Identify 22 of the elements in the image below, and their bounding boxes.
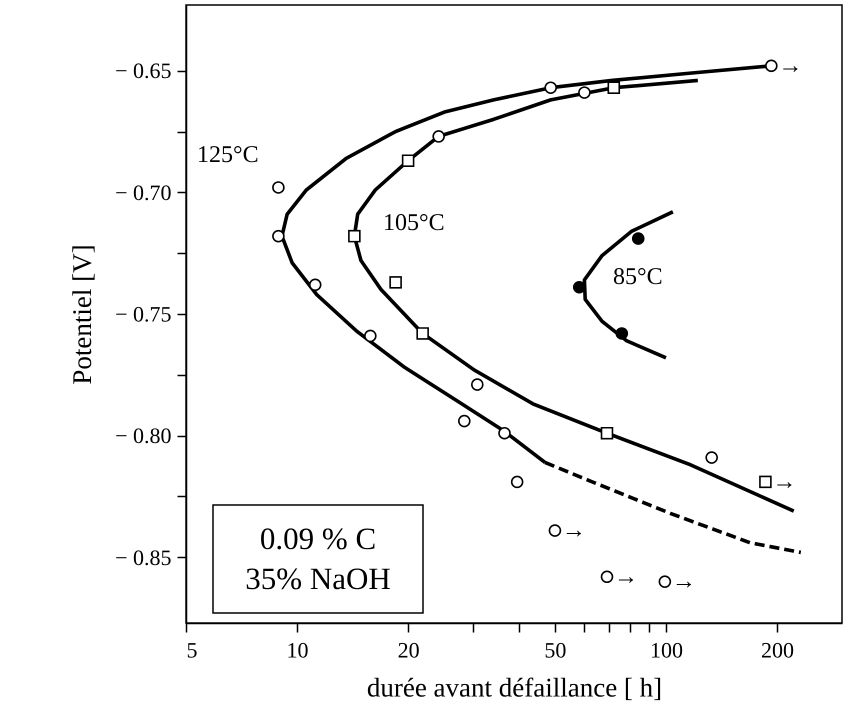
annotation: → (778, 52, 802, 79)
y-tick-label: − 0.80 (115, 423, 172, 448)
y-tick-label: − 0.75 (115, 302, 172, 326)
annotation: 105°C (383, 210, 445, 236)
x-tick-label: 200 (761, 638, 794, 662)
x-tick-label: 50 (544, 638, 566, 662)
y-tick-label: − 0.65 (115, 58, 172, 84)
annotation: → (772, 468, 796, 495)
x-tick-label: 100 (650, 638, 683, 662)
annotation: 125°C (197, 142, 259, 168)
annotation: 0.09 % C 35% NaOH (245, 521, 391, 596)
x-tick-label: 20 (398, 638, 420, 662)
y-tick-label: − 0.70 (115, 180, 172, 205)
annotation: → (672, 568, 696, 595)
x-tick-label: 5 (186, 638, 198, 662)
x-axis-title: durée avant défaillance [ h] (366, 672, 662, 702)
y-axis-title: Potentiel [V] (67, 244, 98, 385)
annotation: → (562, 518, 586, 544)
y-tick-label: − 0.85 (115, 544, 172, 570)
annotation: → (614, 564, 638, 590)
x-tick-label: 10 (286, 638, 309, 662)
annotation: 85°C (613, 264, 663, 290)
